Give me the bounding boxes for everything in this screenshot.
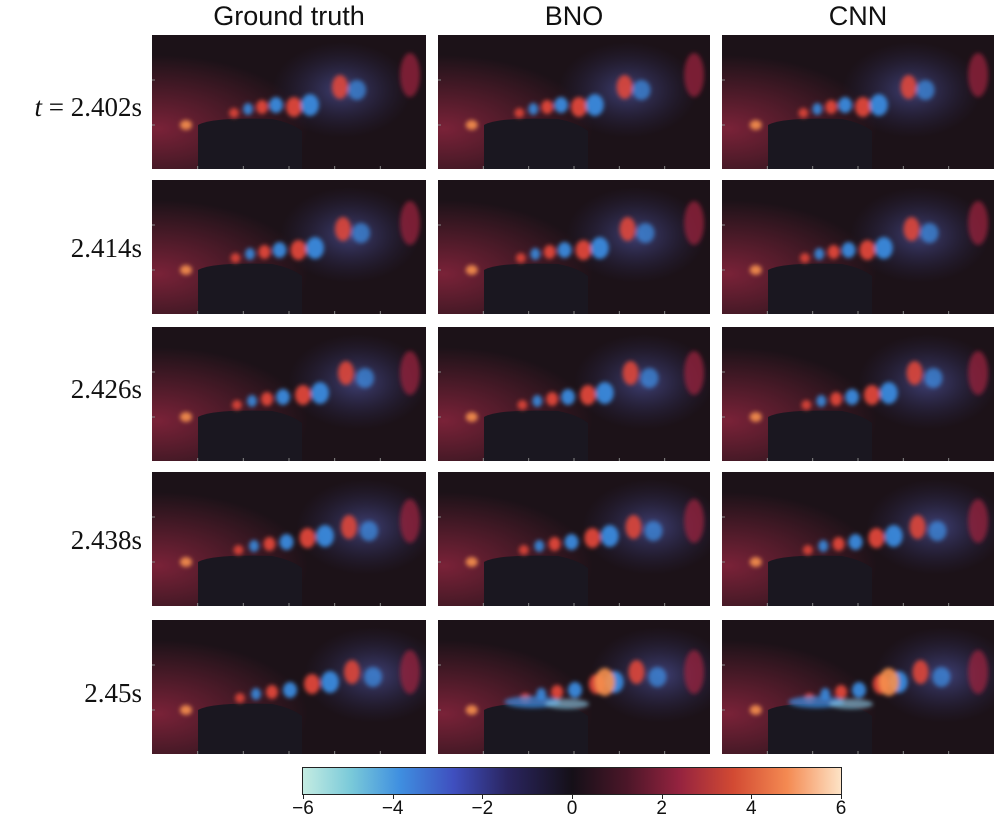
field-image: [438, 327, 710, 461]
field-panel: [152, 35, 426, 169]
equals-sign: =: [42, 92, 71, 122]
column-title-cnn: CNN: [828, 1, 888, 31]
time-value: 2.438s: [70, 525, 142, 555]
time-value: 2.402s: [70, 92, 142, 122]
field-image: [722, 180, 994, 314]
colorbar-tick-mark: [482, 794, 484, 799]
colorbar-tick-label: −4: [381, 798, 404, 819]
row-label-1: t = 2.402s: [0, 92, 142, 122]
field-image: [722, 620, 994, 754]
field-image: [152, 620, 426, 754]
field-panel: [722, 35, 994, 169]
row-label-2: 2.414s: [0, 233, 142, 263]
time-value: 2.426s: [70, 374, 142, 404]
colorbar-tick-mark: [841, 794, 842, 799]
time-value: 2.414s: [70, 233, 142, 263]
row-label-3: 2.426s: [0, 374, 142, 404]
field-panel: [152, 327, 426, 461]
colorbar-tick-label: −2: [471, 798, 494, 819]
colorbar-tick-mark: [751, 794, 753, 799]
field-panel: [438, 35, 710, 169]
row-label-5: 2.45s: [0, 678, 142, 708]
colorbar-tick-label: −6: [292, 798, 314, 819]
field-image: [438, 35, 710, 169]
field-image: [438, 620, 710, 754]
colorbar-tick-mark: [661, 794, 663, 799]
field-panel: [722, 180, 994, 314]
field-panel: [152, 180, 426, 314]
field-panel: [152, 620, 426, 754]
colorbar: −6 −4 −2 0 2 4 6: [292, 767, 846, 825]
column-title-bno: BNO: [544, 1, 604, 31]
colorbar-gradient: [302, 767, 842, 795]
field-panel: [438, 472, 710, 606]
field-panel: [152, 472, 426, 606]
field-image: [152, 472, 426, 606]
field-image: [438, 180, 710, 314]
colorbar-tick-label: 4: [746, 798, 757, 819]
field-image: [722, 472, 994, 606]
colorbar-tick-mark: [303, 794, 304, 799]
field-image: [152, 327, 426, 461]
colorbar-tick-label: 2: [656, 798, 667, 819]
field-panel: [438, 620, 710, 754]
time-value: 2.45s: [84, 678, 142, 708]
row-label-4: 2.438s: [0, 525, 142, 555]
colorbar-tick-mark: [572, 794, 573, 799]
field-panel: [722, 472, 994, 606]
field-image: [152, 35, 426, 169]
field-panel: [722, 620, 994, 754]
field-panel: [438, 327, 710, 461]
field-image: [722, 327, 994, 461]
colorbar-tick-mark: [392, 794, 394, 799]
field-panel: [722, 327, 994, 461]
field-image: [438, 472, 710, 606]
colorbar-tick-label: 0: [566, 798, 578, 819]
colorbar-tick-label: 6: [835, 798, 847, 819]
field-image: [152, 180, 426, 314]
column-title-ground-truth: Ground truth: [213, 1, 365, 31]
field-image: [722, 35, 994, 169]
time-symbol: t: [34, 92, 42, 122]
field-panel: [438, 180, 710, 314]
